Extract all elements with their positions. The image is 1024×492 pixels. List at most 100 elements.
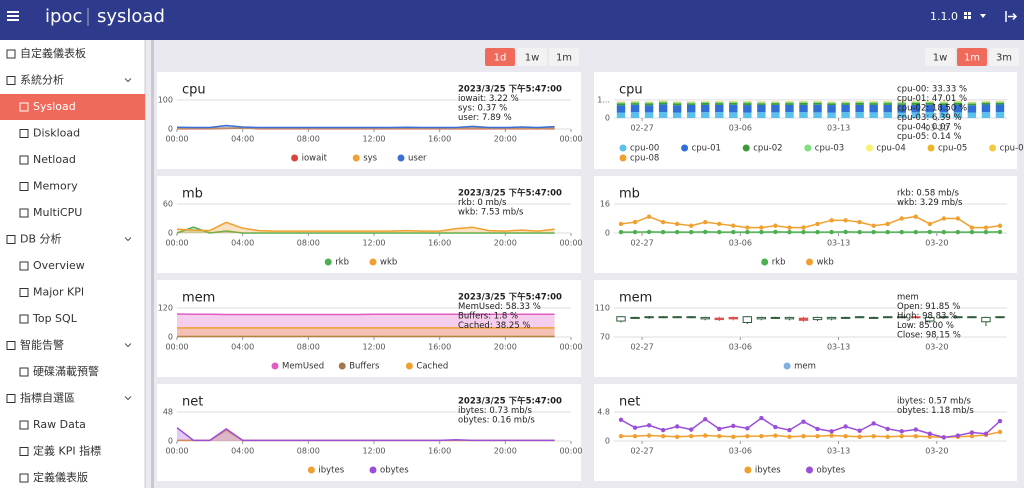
bar-segment	[841, 112, 849, 118]
legend-label[interactable]: wkb	[817, 258, 834, 268]
menu-item[interactable]: 定義 KPI 指標	[33, 444, 101, 458]
legend-label[interactable]: sys	[363, 154, 377, 164]
range-button-label[interactable]: 1m	[556, 53, 572, 64]
legend-label[interactable]: ibytes	[318, 466, 344, 476]
bar-segment	[645, 103, 653, 105]
point	[857, 220, 861, 224]
x-tick-label: 16:00	[428, 239, 451, 248]
menu-item[interactable]: DB 分析	[20, 232, 62, 246]
legend-label[interactable]: obytes	[380, 466, 409, 476]
menu-item[interactable]: 智能告警	[20, 338, 64, 352]
legend-label[interactable]: iowait	[302, 154, 328, 164]
legend-label[interactable]: user	[408, 154, 427, 164]
y-tick-label: 0	[605, 229, 610, 238]
range-button-label[interactable]: 1w	[933, 53, 948, 64]
legend-label[interactable]: MemUsed	[282, 362, 324, 372]
legend-label[interactable]: ibytes	[755, 466, 781, 476]
point	[871, 224, 875, 228]
point	[843, 434, 847, 438]
tooltip-line: Buffers: 1.8 %	[458, 312, 518, 322]
point	[871, 434, 875, 438]
candle-body	[841, 317, 849, 318]
candle-body	[996, 317, 1004, 318]
point	[703, 220, 707, 224]
range-button-label[interactable]: 1w	[525, 53, 540, 64]
point	[829, 218, 833, 222]
legend-label[interactable]: cpu-00	[630, 144, 659, 154]
x-tick-label: 20:00	[494, 343, 517, 352]
bar-segment	[869, 103, 877, 105]
menu-item[interactable]: Diskload	[33, 127, 80, 140]
range-button-label[interactable]: 1m	[964, 53, 980, 64]
menu-item[interactable]: 硬碟滿載預警	[33, 364, 99, 378]
menu-item[interactable]: 自定義儀表板	[20, 46, 86, 60]
menu-item[interactable]: Sysload	[33, 100, 76, 113]
legend-label[interactable]: cpu-06	[1000, 144, 1024, 154]
y-tick-label: 1...	[597, 95, 610, 104]
legend-label[interactable]: cpu-02	[753, 144, 782, 154]
point	[773, 230, 777, 234]
point	[998, 224, 1002, 228]
bar-segment	[827, 105, 835, 112]
point	[829, 433, 833, 437]
candle-body	[659, 317, 667, 318]
menu-item[interactable]: Overview	[33, 259, 85, 272]
legend-label[interactable]: cpu-03	[815, 144, 844, 154]
point	[787, 435, 791, 439]
point	[745, 225, 749, 229]
range-button-label[interactable]: 3m	[996, 53, 1012, 64]
legend-label[interactable]: cpu-04	[876, 144, 905, 154]
legend-label[interactable]: rkb	[335, 258, 349, 268]
bar-segment	[968, 113, 976, 118]
bar-segment	[968, 104, 976, 106]
candle-body	[617, 317, 625, 321]
candle-body	[968, 317, 976, 318]
tooltip-line: sys: 0.37 %	[458, 104, 507, 114]
legend-label[interactable]: rkb	[772, 258, 786, 268]
candle-body	[687, 317, 695, 318]
legend-label[interactable]: mem	[794, 362, 816, 372]
legend-label[interactable]: Cached	[416, 362, 448, 372]
bar-segment	[813, 105, 821, 113]
menu-item[interactable]: 定義儀表版	[33, 470, 88, 484]
point	[998, 430, 1002, 434]
legend-label[interactable]: obytes	[817, 466, 846, 476]
chart-title: net	[619, 395, 640, 410]
legend-label[interactable]: wkb	[380, 258, 397, 268]
menu-item[interactable]: Raw Data	[33, 418, 86, 431]
tooltip-line: Low: 85.00 %	[897, 321, 954, 331]
legend-swatch	[406, 363, 413, 370]
point	[942, 216, 946, 220]
bar-segment	[771, 112, 779, 118]
menu-item[interactable]: MultiCPU	[33, 206, 82, 219]
bar-segment	[617, 105, 625, 112]
legend-label[interactable]: cpu-05	[938, 144, 967, 154]
bar-segment	[968, 103, 976, 104]
point	[843, 230, 847, 234]
point	[970, 230, 974, 234]
menu-item[interactable]: 系統分析	[20, 73, 64, 87]
legend-label[interactable]: cpu-08	[630, 154, 659, 164]
bar-segment	[743, 102, 751, 103]
tooltip-line: MemUsed: 58.33 %	[458, 302, 541, 312]
menu-item[interactable]: Top SQL	[32, 312, 78, 325]
bar-segment	[996, 103, 1004, 105]
menu-item[interactable]: Memory	[33, 180, 78, 193]
menu-item[interactable]: Netload	[33, 153, 76, 166]
legend-swatch	[620, 155, 627, 162]
menu-item[interactable]: 指標自選區	[20, 391, 75, 405]
tooltip-line: cpu-03: 6.39 %	[897, 113, 962, 123]
bar-segment	[799, 102, 807, 103]
x-tick-label: 03-06	[729, 447, 752, 456]
range-button-label[interactable]: 1d	[494, 53, 507, 64]
chart-title: mb	[619, 187, 640, 202]
point	[815, 427, 819, 431]
x-tick-label: 03-20	[925, 343, 948, 352]
legend-label[interactable]: Buffers	[349, 362, 380, 372]
legend-label[interactable]: cpu-01	[692, 144, 721, 154]
point	[675, 222, 679, 226]
chart-title: cpu	[182, 83, 206, 98]
menu-item[interactable]: Major KPI	[33, 286, 84, 299]
bar-segment	[687, 105, 695, 112]
point	[703, 230, 707, 234]
